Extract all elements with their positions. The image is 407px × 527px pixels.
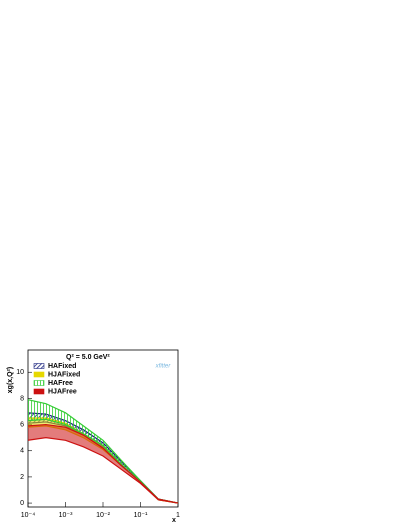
legend-label: HJAFree xyxy=(48,388,77,395)
y-tick-label: 0 xyxy=(20,500,24,507)
legend-swatch xyxy=(33,371,45,378)
x-tick-label: 10⁻⁴ xyxy=(21,512,36,519)
x-tick-label: 10⁻³ xyxy=(59,512,73,519)
y-tick-label: 8 xyxy=(20,395,24,402)
band-area xyxy=(28,399,178,504)
y-tick-label: 4 xyxy=(20,448,24,455)
y-tick-label: 10 xyxy=(16,369,24,376)
y-tick-label: 2 xyxy=(20,474,24,481)
chart-title: Q² = 5.0 GeV² xyxy=(66,354,110,361)
legend-label: HJAFixed xyxy=(48,371,80,378)
band-area xyxy=(28,424,178,504)
x-tick-label: 1 xyxy=(176,512,180,519)
band-upper xyxy=(27,423,179,504)
x-tick-label: 10⁻¹ xyxy=(134,512,148,519)
legend-label: HAFixed xyxy=(48,363,76,370)
legend-label: HAFree xyxy=(48,380,73,387)
x-axis-label: x xyxy=(172,517,176,524)
y-tick-label: 6 xyxy=(20,421,24,428)
legend-swatch xyxy=(33,388,45,395)
legend-swatch xyxy=(33,380,45,386)
logo: xfitter xyxy=(155,364,172,370)
x-tick-label: 10⁻² xyxy=(96,512,110,519)
y-axis-label: xg(x,Q²) xyxy=(7,367,14,393)
band-lower xyxy=(27,437,179,504)
legend-swatch xyxy=(33,363,45,369)
